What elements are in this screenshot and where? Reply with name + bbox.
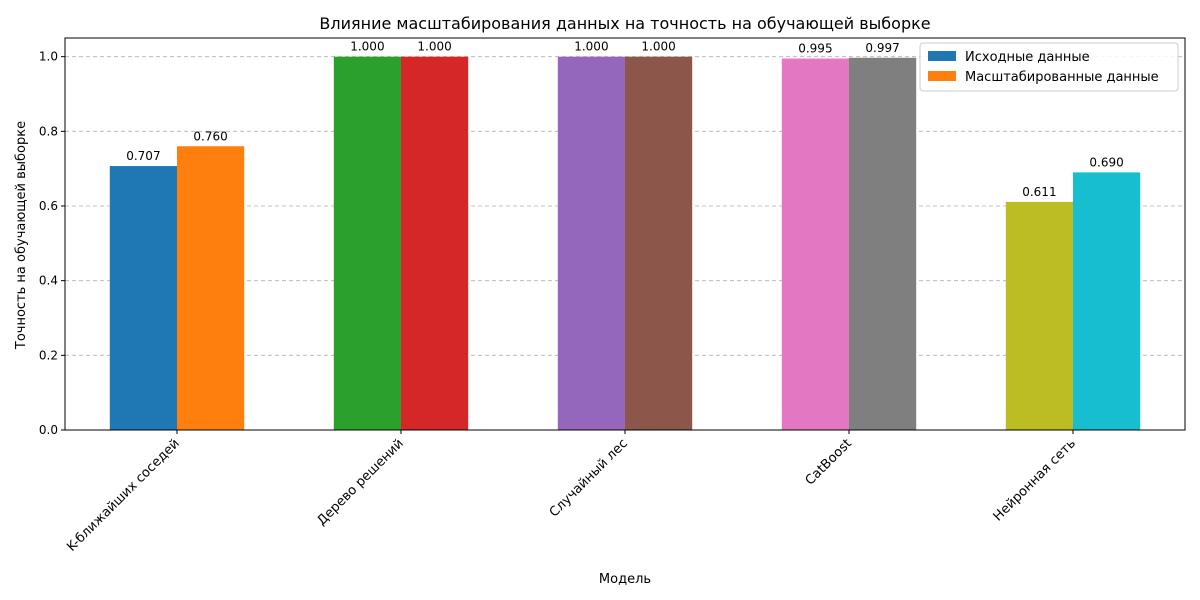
legend-swatch <box>928 51 956 61</box>
y-tick-label: 0.2 <box>39 348 58 362</box>
legend: Исходные данные Масштабированные данные <box>919 42 1179 92</box>
legend-label: Исходные данные <box>965 50 1090 65</box>
bar-value-label: 0.760 <box>193 129 227 143</box>
legend-swatch <box>928 71 956 81</box>
bar-value-label: 0.997 <box>865 41 899 55</box>
bar <box>849 57 917 430</box>
x-tick-label: CatBoost <box>803 436 855 488</box>
y-tick-label: 0.0 <box>39 423 58 437</box>
y-tick-label: 0.4 <box>39 274 58 288</box>
bar <box>781 58 849 431</box>
data-labels: 0.707 1.000 1.000 0.995 0.611 0.760 1.000 1.000… <box>126 40 1124 199</box>
legend-box <box>919 42 1179 92</box>
y-axis-label: Точность на обучающей выборке <box>14 121 29 350</box>
bar-value-label: 0.995 <box>798 42 832 56</box>
x-tick-label: Нейронная сеть <box>991 436 1079 524</box>
bar <box>557 56 625 431</box>
bar-value-label: 1.000 <box>350 40 384 54</box>
x-tick-label: Дерево решений <box>314 436 406 528</box>
bar <box>177 146 245 430</box>
bar-value-label: 0.611 <box>1022 185 1056 199</box>
bar-value-label: 1.000 <box>417 40 451 54</box>
y-tick-label: 1.0 <box>39 50 58 64</box>
legend-label: Масштабированные данные <box>965 70 1159 85</box>
bar-value-label: 1.000 <box>574 40 608 54</box>
bar <box>1073 172 1141 430</box>
x-axis-label: Модель <box>599 572 651 587</box>
bar-value-label: 1.000 <box>641 40 675 54</box>
y-tick-label: 0.8 <box>39 124 58 138</box>
bar-value-label: 0.707 <box>126 149 160 163</box>
bar <box>109 166 177 430</box>
y-tick-label: 0.6 <box>39 199 58 213</box>
bar <box>625 56 693 431</box>
bar-value-label: 0.690 <box>1089 155 1123 169</box>
chart-title: Влияние масштабирования данных на точнос… <box>319 14 930 33</box>
bars <box>109 56 1141 431</box>
bar <box>401 56 469 431</box>
x-tick-label: K-ближайших соседей <box>64 436 183 555</box>
bar <box>1005 201 1073 430</box>
x-tick-label: Случайный лес <box>547 436 631 520</box>
bar <box>333 56 401 431</box>
